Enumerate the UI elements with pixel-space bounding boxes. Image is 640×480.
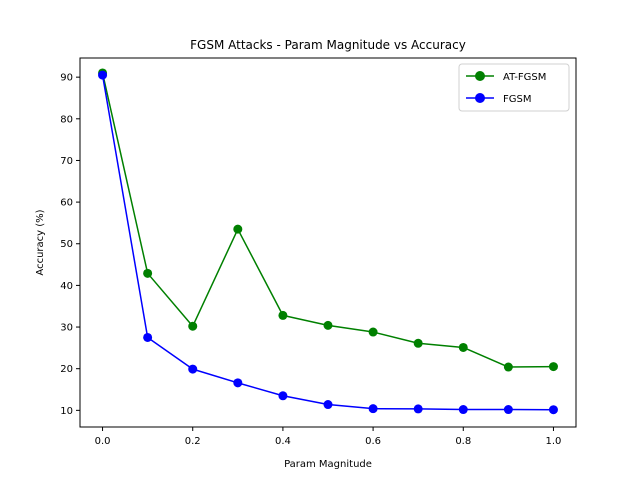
- data-point-fgsm: [323, 400, 333, 410]
- axes-frame: [79, 57, 577, 428]
- y-tick-label: 70: [60, 156, 73, 167]
- data-point-at-fgsm: [233, 224, 243, 234]
- y-axis-ticks: 10 20 30 40 50 60 70 80 90: [60, 73, 80, 417]
- data-point-at-fgsm: [548, 362, 558, 372]
- y-tick-label: 20: [60, 364, 73, 375]
- chart-title: FGSM Attacks - Param Magnitude vs Accura…: [190, 38, 466, 52]
- series-layer: [98, 68, 558, 415]
- data-point-at-fgsm: [368, 327, 378, 337]
- data-point-fgsm: [413, 404, 423, 414]
- y-tick-label: 10: [60, 406, 73, 417]
- x-tick-label: 0.6: [365, 436, 381, 447]
- data-point-fgsm: [458, 405, 468, 415]
- data-point-fgsm: [233, 378, 243, 388]
- data-point-at-fgsm: [458, 342, 468, 352]
- data-point-fgsm: [548, 405, 558, 415]
- data-point-at-fgsm: [503, 362, 513, 372]
- x-tick-label: 0.8: [455, 436, 471, 447]
- y-tick-label: 40: [60, 281, 73, 292]
- data-point-fgsm: [143, 332, 153, 342]
- legend: AT-FGSM FGSM: [458, 63, 570, 112]
- x-tick-label: 0.2: [185, 436, 201, 447]
- legend-marker-fgsm: [475, 93, 485, 103]
- data-point-at-fgsm: [413, 338, 423, 348]
- y-axis-label: Accuracy (%): [35, 209, 46, 275]
- data-point-fgsm: [368, 404, 378, 414]
- y-tick-label: 80: [60, 114, 73, 125]
- data-point-at-fgsm: [278, 310, 288, 320]
- data-point-at-fgsm: [188, 321, 198, 331]
- legend-label-at-fgsm: AT-FGSM: [503, 72, 546, 83]
- data-point-at-fgsm: [143, 268, 153, 278]
- data-point-fgsm: [503, 405, 513, 415]
- x-tick-label: 0.0: [95, 436, 111, 447]
- y-tick-label: 90: [60, 73, 73, 84]
- legend-label-fgsm: FGSM: [503, 94, 531, 105]
- x-tick-label: 1.0: [546, 436, 562, 447]
- data-point-fgsm: [188, 364, 198, 374]
- y-tick-label: 50: [60, 239, 73, 250]
- x-axis-label: Param Magnitude: [284, 459, 372, 470]
- data-point-fgsm: [98, 70, 108, 80]
- y-tick-label: 30: [60, 323, 73, 334]
- y-tick-label: 60: [60, 198, 73, 209]
- data-point-at-fgsm: [323, 320, 333, 330]
- x-tick-label: 0.4: [275, 436, 291, 447]
- x-axis-ticks: 0.0 0.2 0.4 0.6 0.8 1.0: [95, 427, 562, 447]
- data-point-fgsm: [278, 391, 288, 401]
- legend-marker-at-fgsm: [475, 71, 485, 81]
